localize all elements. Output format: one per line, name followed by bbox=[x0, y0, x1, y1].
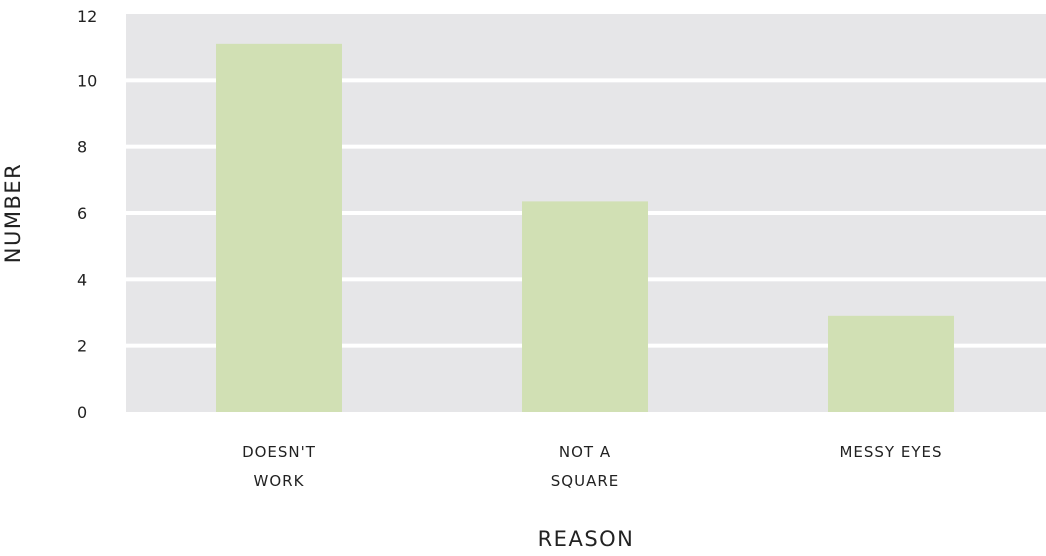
x-axis-ticks: DOESN'T WORK NOT A SQUARE MESSY EYES bbox=[242, 443, 942, 490]
x-tick-label-line: NOT A bbox=[559, 443, 611, 461]
y-tick-label: 8 bbox=[77, 138, 87, 157]
y-axis-ticks: 0 2 4 6 8 10 12 bbox=[77, 7, 97, 422]
x-tick-label-line: SQUARE bbox=[551, 472, 619, 490]
y-axis-title: NUMBER bbox=[1, 163, 25, 263]
x-tick-label: MESSY EYES bbox=[839, 443, 942, 461]
y-tick-label: 0 bbox=[77, 403, 87, 422]
x-tick-label-line: DOESN'T bbox=[242, 443, 316, 461]
y-tick-label: 10 bbox=[77, 71, 97, 90]
y-tick-label: 4 bbox=[77, 270, 87, 289]
y-tick-label: 12 bbox=[77, 7, 97, 26]
x-axis-title: REASON bbox=[538, 527, 635, 551]
bar bbox=[522, 201, 648, 412]
x-tick-label-line: WORK bbox=[254, 472, 305, 490]
x-tick-label: DOESN'T WORK bbox=[242, 443, 316, 490]
gridline bbox=[126, 78, 1046, 83]
y-tick-label: 6 bbox=[77, 204, 87, 223]
x-tick-label: NOT A SQUARE bbox=[551, 443, 619, 490]
gridline bbox=[126, 144, 1046, 149]
bar bbox=[216, 43, 342, 412]
bar bbox=[828, 315, 954, 412]
x-tick-label-line: MESSY EYES bbox=[839, 443, 942, 461]
y-tick-label: 2 bbox=[77, 337, 87, 356]
bars bbox=[216, 43, 954, 412]
